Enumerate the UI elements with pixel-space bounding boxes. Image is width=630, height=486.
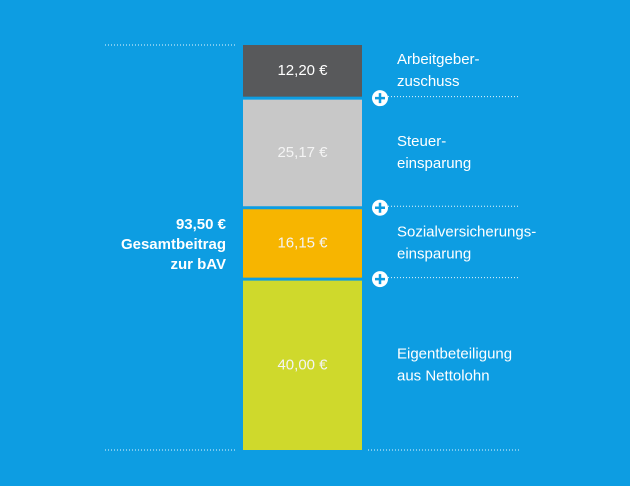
total-caption: Gesamtbeitrag bbox=[121, 236, 226, 253]
total-label: 93,50 € bbox=[176, 216, 227, 233]
value-label: 40,00 € bbox=[277, 356, 328, 373]
plus-sign bbox=[375, 274, 385, 285]
bar-segment bbox=[243, 99, 362, 207]
segment-name: zuschuss bbox=[397, 73, 460, 90]
value-label: 25,17 € bbox=[277, 144, 328, 161]
value-label: 16,15 € bbox=[277, 234, 328, 251]
segment-name: einsparung bbox=[397, 155, 471, 172]
value-label: 12,20 € bbox=[277, 62, 328, 79]
segment-name: Steuer- bbox=[397, 133, 446, 150]
bar-segment bbox=[243, 45, 362, 97]
segment-name: Sozialversicherungs- bbox=[397, 223, 536, 240]
bar-segment bbox=[243, 280, 362, 450]
segment-name: aus Nettolohn bbox=[397, 367, 490, 384]
total-caption: zur bAV bbox=[170, 256, 226, 273]
segment-name: Eigentbeteiligung bbox=[397, 345, 512, 362]
bar-segment bbox=[243, 209, 362, 278]
plus-sign bbox=[375, 202, 385, 213]
plus-sign bbox=[375, 93, 385, 104]
segment-name: einsparung bbox=[397, 245, 471, 262]
segment-name: Arbeitgeber- bbox=[397, 51, 480, 68]
